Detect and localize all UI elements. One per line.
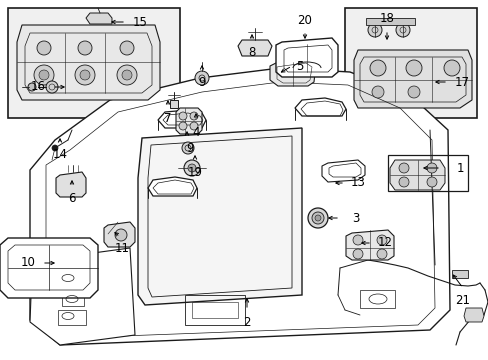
Circle shape	[120, 41, 134, 55]
Circle shape	[367, 23, 381, 37]
Text: 6: 6	[68, 192, 76, 204]
Bar	[58, 270, 86, 288]
Bar	[184, 295, 244, 325]
Circle shape	[369, 60, 385, 76]
Polygon shape	[463, 308, 483, 322]
Circle shape	[179, 112, 186, 120]
Polygon shape	[56, 172, 86, 197]
Circle shape	[307, 208, 327, 228]
Polygon shape	[86, 13, 112, 24]
Polygon shape	[346, 230, 393, 260]
Text: 11: 11	[114, 242, 129, 255]
Text: 12: 12	[377, 237, 392, 249]
Circle shape	[405, 60, 421, 76]
Circle shape	[443, 60, 459, 76]
Circle shape	[122, 70, 132, 80]
Polygon shape	[104, 222, 135, 247]
Circle shape	[187, 164, 196, 172]
Circle shape	[117, 65, 137, 85]
Polygon shape	[294, 98, 346, 116]
Text: 19: 19	[187, 166, 202, 179]
Text: 4: 4	[192, 126, 199, 139]
Text: 16: 16	[30, 81, 45, 94]
Circle shape	[426, 163, 436, 173]
Circle shape	[34, 65, 54, 85]
Circle shape	[395, 23, 409, 37]
Circle shape	[78, 41, 92, 55]
Bar	[58, 310, 86, 325]
Bar	[62, 292, 84, 306]
Text: 14: 14	[52, 148, 67, 162]
Circle shape	[75, 65, 95, 85]
Circle shape	[352, 249, 362, 259]
Polygon shape	[365, 18, 414, 25]
Text: 1: 1	[455, 162, 463, 175]
Text: 9: 9	[198, 76, 205, 89]
Circle shape	[398, 177, 408, 187]
Text: 21: 21	[454, 293, 469, 306]
Circle shape	[182, 142, 194, 154]
Circle shape	[190, 122, 198, 130]
Bar	[345, 8, 476, 118]
Circle shape	[426, 177, 436, 187]
Polygon shape	[170, 100, 178, 108]
Polygon shape	[238, 40, 271, 56]
Circle shape	[190, 112, 198, 120]
Polygon shape	[451, 270, 467, 278]
Circle shape	[115, 229, 127, 241]
Polygon shape	[17, 25, 160, 100]
Circle shape	[39, 70, 49, 80]
Polygon shape	[30, 248, 135, 345]
Circle shape	[398, 163, 408, 173]
Polygon shape	[269, 58, 315, 86]
Circle shape	[80, 70, 90, 80]
Text: 8: 8	[248, 45, 255, 58]
Circle shape	[52, 145, 58, 151]
Polygon shape	[389, 160, 444, 190]
Circle shape	[407, 86, 419, 98]
Circle shape	[46, 81, 58, 93]
Bar	[359, 290, 394, 308]
Polygon shape	[0, 238, 98, 298]
Text: 9: 9	[186, 141, 193, 154]
Text: 13: 13	[350, 176, 365, 189]
Circle shape	[376, 235, 386, 245]
Circle shape	[311, 212, 324, 224]
Text: 7: 7	[164, 112, 171, 125]
Polygon shape	[353, 50, 471, 108]
Text: 15: 15	[132, 15, 147, 28]
Polygon shape	[321, 160, 364, 182]
Bar	[8, 8, 180, 118]
Circle shape	[37, 41, 51, 55]
Text: 17: 17	[453, 76, 468, 89]
Text: 20: 20	[297, 13, 312, 27]
Polygon shape	[30, 68, 449, 345]
Circle shape	[195, 71, 208, 85]
Circle shape	[314, 215, 320, 221]
Polygon shape	[158, 110, 205, 128]
Circle shape	[376, 249, 386, 259]
Bar	[192, 302, 238, 318]
Polygon shape	[148, 177, 197, 196]
Circle shape	[371, 86, 383, 98]
Text: 3: 3	[351, 211, 359, 225]
Text: 18: 18	[379, 12, 394, 24]
Polygon shape	[176, 108, 202, 134]
Polygon shape	[138, 128, 302, 305]
Circle shape	[28, 83, 36, 91]
Circle shape	[352, 235, 362, 245]
Text: 2: 2	[243, 315, 250, 328]
Text: 10: 10	[20, 256, 35, 270]
Circle shape	[183, 160, 200, 176]
Text: 5: 5	[296, 59, 303, 72]
Circle shape	[179, 122, 186, 130]
Bar	[387, 155, 467, 191]
Polygon shape	[275, 38, 337, 77]
